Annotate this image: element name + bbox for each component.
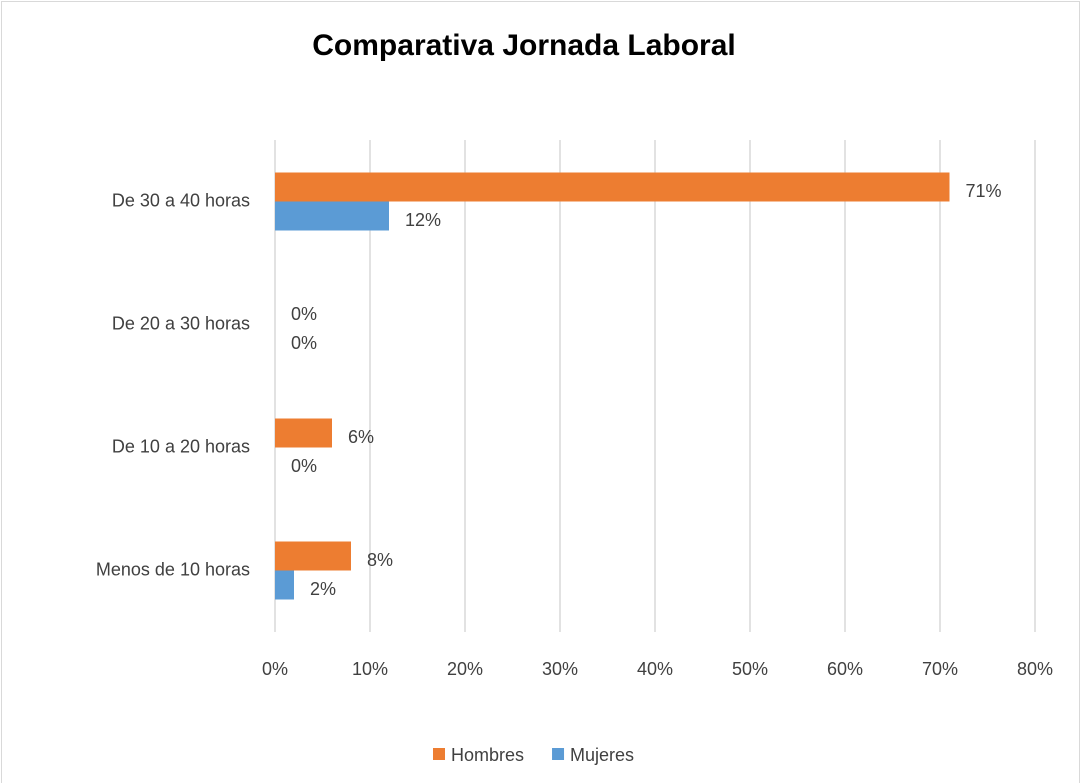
- data-label: 71%: [966, 181, 1002, 201]
- bar: [275, 418, 332, 448]
- x-tick-label: 30%: [542, 659, 578, 679]
- data-label: 0%: [291, 333, 317, 353]
- data-label: 2%: [310, 579, 336, 599]
- x-tick-label: 60%: [827, 659, 863, 679]
- bar: [275, 172, 950, 202]
- legend-swatch: [552, 748, 565, 760]
- y-tick-label: De 10 a 20 horas: [112, 436, 250, 456]
- x-tick-label: 50%: [732, 659, 768, 679]
- x-tick-label: 80%: [1017, 659, 1053, 679]
- legend-swatch: [433, 748, 445, 760]
- data-label: 6%: [348, 427, 374, 447]
- x-tick-label: 20%: [447, 659, 483, 679]
- bar: [275, 570, 294, 600]
- y-tick-label: De 30 a 40 horas: [112, 190, 250, 210]
- legend-label: Mujeres: [570, 745, 634, 765]
- y-tick-label: Menos de 10 horas: [96, 559, 250, 579]
- data-label: 0%: [291, 304, 317, 324]
- data-label: 8%: [367, 550, 393, 570]
- data-label: 0%: [291, 456, 317, 476]
- chart-title: Comparativa Jornada Laboral: [312, 29, 735, 62]
- bar: [275, 541, 351, 571]
- x-tick-label: 70%: [922, 659, 958, 679]
- x-tick-label: 10%: [352, 659, 388, 679]
- data-label: 12%: [405, 210, 441, 230]
- x-tick-label: 40%: [637, 659, 673, 679]
- y-tick-label: De 20 a 30 horas: [112, 313, 250, 333]
- bar: [275, 201, 389, 231]
- x-tick-label: 0%: [262, 659, 288, 679]
- legend-label: Hombres: [451, 745, 524, 765]
